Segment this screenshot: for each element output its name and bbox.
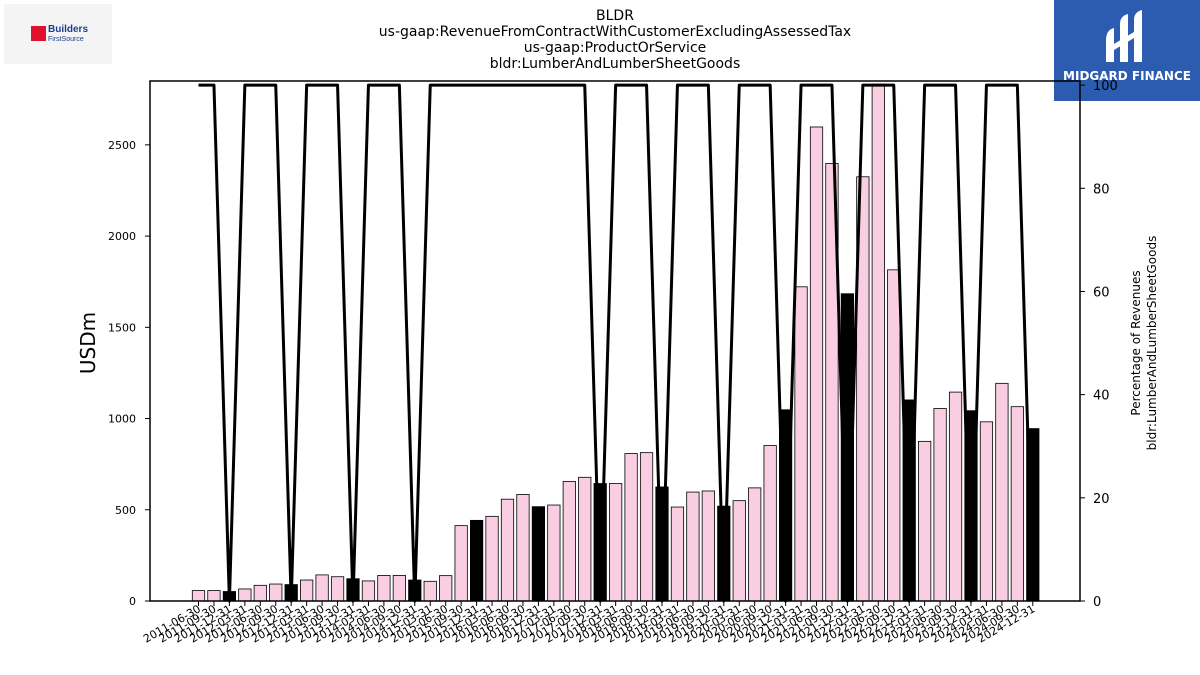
y-tick-label: 2500 (108, 139, 136, 152)
y-tick-label: 0 (129, 595, 136, 608)
quarterly-bar (392, 575, 406, 602)
builders-logo-mark-icon (31, 26, 46, 41)
y-right-tick-label: 0 (1093, 595, 1101, 610)
quarterly-bar (238, 588, 252, 602)
quarterly-bar (253, 584, 267, 602)
quarterly-bar (609, 483, 623, 602)
quarterly-bar (361, 580, 376, 602)
quarterly-bar (701, 490, 715, 602)
quarterly-bar (794, 286, 808, 602)
y-right-tick-label: 20 (1093, 492, 1110, 507)
axes-layer: 050010001500200025000204060801002011-06-… (108, 79, 1118, 645)
y-tick-label: 1500 (108, 321, 136, 334)
y-axis-right-label-line-2: bldr:LumberAndLumberSheetGoods (1145, 236, 1159, 451)
quarterly-bar (300, 579, 314, 602)
y-right-tick-label: 60 (1093, 285, 1110, 300)
chart-title-line-1: BLDR (596, 8, 634, 24)
y-tick-label: 2000 (108, 230, 136, 243)
quarterly-bar (377, 575, 391, 602)
quarterly-bar (918, 440, 932, 602)
quarterly-bar (763, 445, 777, 602)
plot-frame (149, 80, 1081, 602)
quarterly-bar (578, 476, 592, 602)
quarterly-bar (485, 515, 499, 602)
quarterly-bar (439, 575, 453, 602)
annual-bar (531, 506, 546, 602)
firstsource-logo-text: FirstSource (48, 36, 84, 43)
quarterly-bar (686, 491, 700, 602)
y-tick-label: 1000 (108, 413, 136, 426)
chart-title: BLDR us-gaap:RevenueFromContractWithCust… (379, 8, 851, 72)
quarterly-bar (269, 583, 283, 602)
chart-title-line-4: bldr:LumberAndLumberSheetGoods (490, 56, 741, 72)
quarterly-bar (500, 498, 515, 602)
y-right-tick-label: 100 (1093, 79, 1118, 94)
quarterly-bar (933, 408, 947, 602)
quarterly-bar (207, 590, 221, 602)
quarterly-bar (748, 487, 762, 602)
chart-title-line-2: us-gaap:RevenueFromContractWithCustomerE… (379, 24, 851, 40)
y-right-tick-label: 40 (1093, 389, 1110, 404)
percentage-line (198, 83, 1035, 603)
quarterly-bar (809, 126, 824, 602)
quarterly-bar (191, 590, 206, 602)
y-tick-label: 500 (115, 504, 136, 517)
line-layer (198, 83, 1035, 603)
quarterly-bar (516, 494, 530, 602)
y-axis-right-label-line-1: Percentage of Revenues (1129, 270, 1143, 415)
annual-bar (469, 519, 484, 602)
quarterly-bar (670, 506, 685, 602)
chart-title-line-3: us-gaap:ProductOrService (524, 40, 707, 56)
quarterly-bar (315, 574, 329, 602)
midgard-logo-mark-icon (1106, 10, 1142, 62)
quarterly-bar (948, 391, 963, 602)
quarterly-bar (330, 576, 345, 602)
quarterly-bar (624, 453, 638, 602)
quarterly-bar (732, 500, 746, 602)
quarterly-bar (995, 382, 1009, 602)
quarterly-bar (547, 504, 561, 602)
quarterly-bar (562, 481, 576, 602)
quarterly-bar (887, 269, 901, 602)
quarterly-bar (979, 421, 994, 602)
quarterly-bar (639, 452, 654, 602)
y-axis-label: USDm (76, 312, 100, 374)
quarterly-bar (871, 83, 885, 602)
quarterly-bar (423, 580, 437, 602)
midgard-finance-logo: MIDGARD FINANCE (1054, 0, 1200, 101)
y-right-tick-label: 80 (1093, 182, 1110, 197)
builders-logo-text: Builders (48, 24, 89, 35)
quarterly-bar (454, 525, 468, 602)
midgard-logo-text: MIDGARD FINANCE (1063, 69, 1191, 83)
builders-firstsource-logo: Builders FirstSource (4, 4, 112, 64)
quarterly-bar (1010, 406, 1024, 602)
